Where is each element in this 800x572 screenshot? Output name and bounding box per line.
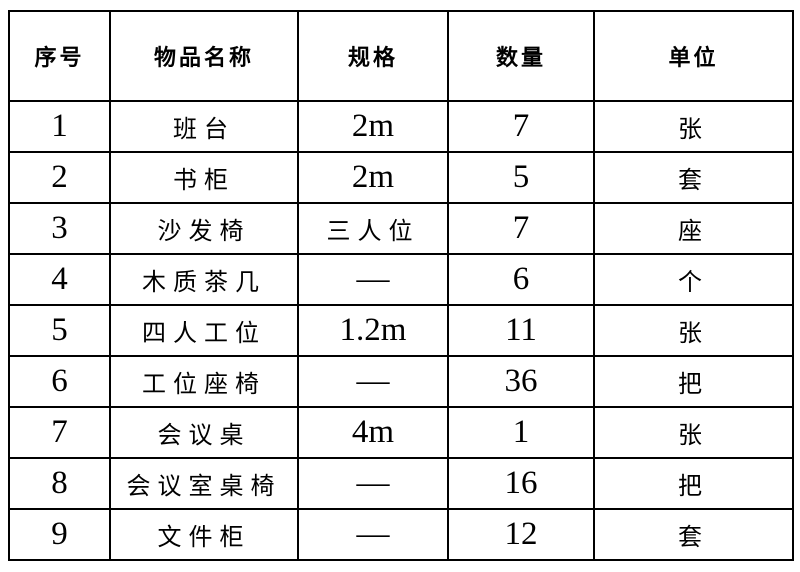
table-cell: 张 bbox=[593, 100, 794, 153]
table-body: 1 班台 2m 7 张 2 书柜 2m 5 套 3 沙发椅 三人位 7 座 4 木质茶几 —6 个 5 四人工位 1.2m… bbox=[8, 100, 794, 561]
table-cell: 1 bbox=[8, 100, 111, 153]
table-cell: 5 bbox=[8, 304, 111, 357]
table-cell: 1 bbox=[447, 406, 595, 459]
table-cell: 套 bbox=[593, 151, 794, 204]
table-cell: — bbox=[297, 457, 449, 510]
table-cell: 36 bbox=[447, 355, 595, 408]
table-header: 序号 物品名称 规格 数量 单位 bbox=[8, 10, 794, 102]
table-cell: 套 bbox=[593, 508, 794, 561]
table-cell: 16 bbox=[447, 457, 595, 510]
table-cell: 2m bbox=[297, 100, 449, 153]
table-cell: 书柜 bbox=[109, 151, 299, 204]
table-cell: 会议桌 bbox=[109, 406, 299, 459]
table-row: 2 书柜 2m 5 套 bbox=[8, 151, 794, 204]
table-cell: 5 bbox=[447, 151, 595, 204]
column-header-serial-number: 序号 bbox=[8, 10, 111, 102]
table-row: 9 文件柜 —12 套 bbox=[8, 508, 794, 561]
table-cell: 7 bbox=[447, 100, 595, 153]
table-cell: 9 bbox=[8, 508, 111, 561]
table-cell: — bbox=[297, 508, 449, 561]
table-cell: 1.2m bbox=[297, 304, 449, 357]
table-row: 8 会议室桌椅 —16 把 bbox=[8, 457, 794, 510]
column-header-unit: 单位 bbox=[593, 10, 794, 102]
table-row: 1 班台 2m 7 张 bbox=[8, 100, 794, 153]
column-header-item-name: 物品名称 bbox=[109, 10, 299, 102]
table-row: 5 四人工位 1.2m 11 张 bbox=[8, 304, 794, 357]
table-cell: 木质茶几 bbox=[109, 253, 299, 306]
table-cell: 张 bbox=[593, 406, 794, 459]
table-cell: 会议室桌椅 bbox=[109, 457, 299, 510]
table-cell: 把 bbox=[593, 355, 794, 408]
table-cell: 2 bbox=[8, 151, 111, 204]
column-header-specification: 规格 bbox=[297, 10, 449, 102]
table-cell: 沙发椅 bbox=[109, 202, 299, 255]
table-cell: 7 bbox=[447, 202, 595, 255]
table-cell: 12 bbox=[447, 508, 595, 561]
table-cell: — bbox=[297, 253, 449, 306]
table-cell: 6 bbox=[8, 355, 111, 408]
table-cell: 6 bbox=[447, 253, 595, 306]
table-cell: 座 bbox=[593, 202, 794, 255]
table-cell: 8 bbox=[8, 457, 111, 510]
table-cell: 4m bbox=[297, 406, 449, 459]
table-cell: 张 bbox=[593, 304, 794, 357]
table-cell: — bbox=[297, 355, 449, 408]
table-cell: 4 bbox=[8, 253, 111, 306]
table-cell: 文件柜 bbox=[109, 508, 299, 561]
table-cell: 工位座椅 bbox=[109, 355, 299, 408]
table-cell: 三人位 bbox=[297, 202, 449, 255]
table-cell: 2m bbox=[297, 151, 449, 204]
table-row: 4 木质茶几 —6 个 bbox=[8, 253, 794, 306]
table-cell: 个 bbox=[593, 253, 794, 306]
table-cell: 7 bbox=[8, 406, 111, 459]
table-row: 7 会议桌 4m 1 张 bbox=[8, 406, 794, 459]
table-cell: 班台 bbox=[109, 100, 299, 153]
table-cell: 3 bbox=[8, 202, 111, 255]
header-row: 序号 物品名称 规格 数量 单位 bbox=[8, 10, 794, 102]
table-cell: 四人工位 bbox=[109, 304, 299, 357]
column-header-quantity: 数量 bbox=[447, 10, 595, 102]
inventory-table: 序号 物品名称 规格 数量 单位 1 班台 2m 7 张 2 书柜 2m 5 套 3 沙发椅 三人位 7 座… bbox=[8, 10, 794, 561]
table-row: 3 沙发椅 三人位 7 座 bbox=[8, 202, 794, 255]
table-cell: 11 bbox=[447, 304, 595, 357]
table-row: 6 工位座椅 —36 把 bbox=[8, 355, 794, 408]
table-cell: 把 bbox=[593, 457, 794, 510]
